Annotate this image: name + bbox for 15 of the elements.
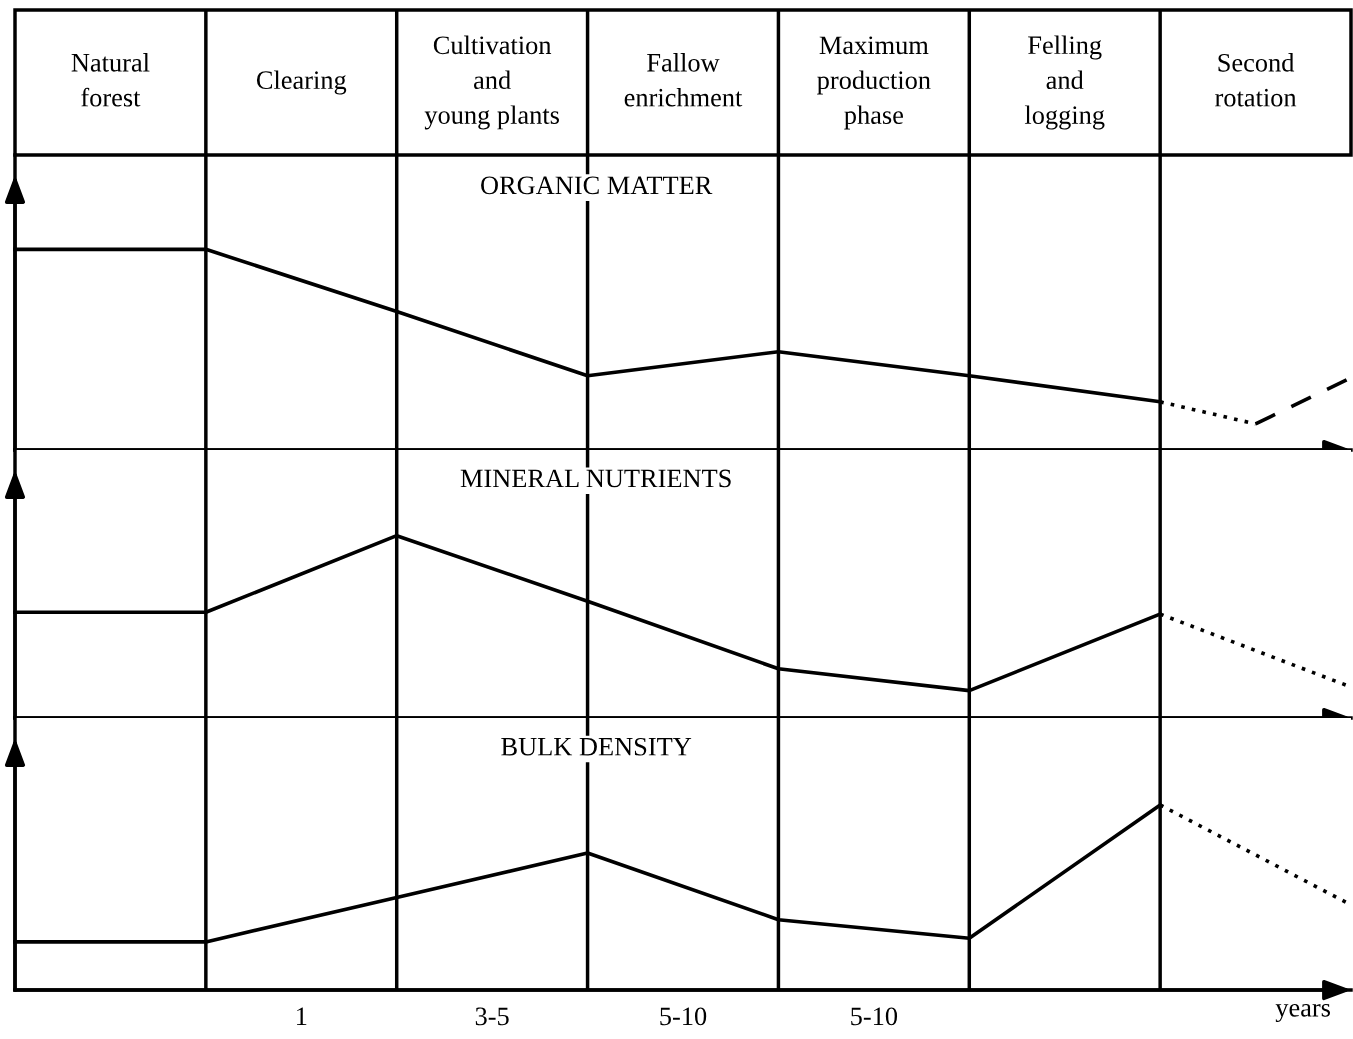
x-tick-label: Natural forest <box>71 53 150 107</box>
x-tick-label: Clearing <box>256 70 347 95</box>
chart-title: ORGANIC MATTER <box>481 176 713 195</box>
x-tick-label: Maximum production phase <box>817 36 931 130</box>
x-tick-label: Felling and logging <box>1024 35 1105 130</box>
x-tick-label: Second rotation <box>1215 53 1297 107</box>
chart-title: MINERAL NUTRIENTS <box>460 469 731 488</box>
x-tick-label: 1 <box>297 1007 307 1025</box>
x-tick-label: Cultivation and young plants <box>424 35 559 130</box>
x-tick-label: 3-5 <box>475 1007 509 1026</box>
x-tick-label: 5-10 <box>660 1007 707 1026</box>
x-tick-label: 5-10 <box>851 1007 898 1026</box>
x-axis-title: years <box>1275 1003 1330 1023</box>
chart-title: BULK DENSITY <box>501 737 692 756</box>
x-tick-label: Fallow enrichment <box>624 53 743 107</box>
